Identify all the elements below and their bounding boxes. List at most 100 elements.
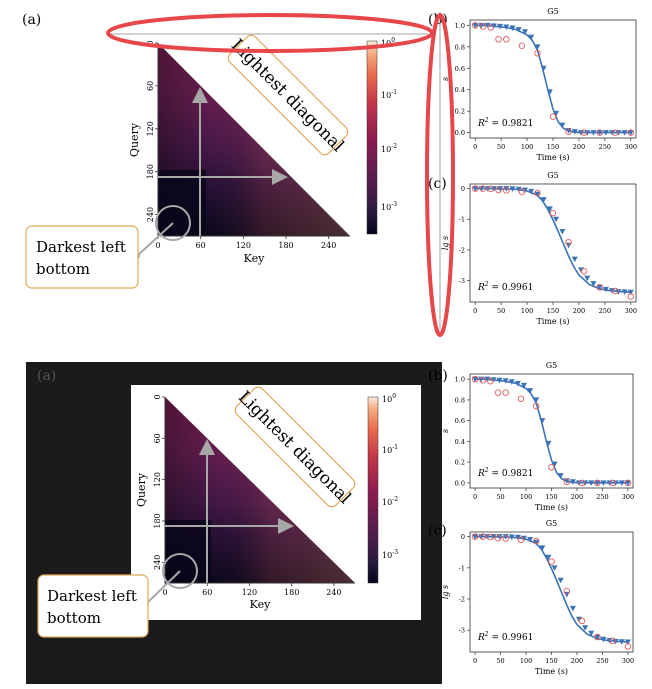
plot-area xyxy=(471,22,635,136)
fit-line xyxy=(475,187,631,293)
measured-marker xyxy=(565,238,572,246)
x-tick-label: 250 xyxy=(596,493,608,501)
measured-marker xyxy=(612,129,619,136)
colorbar xyxy=(367,396,379,584)
measured-marker xyxy=(471,22,479,29)
heatmap-xlabel: Key xyxy=(244,252,265,265)
x-tick-label: 250 xyxy=(599,143,611,151)
y-tick-label: 60 xyxy=(146,81,155,91)
measured-marker xyxy=(549,209,557,217)
plot-ylabel: lg s xyxy=(441,236,450,250)
x-tick-label: 240 xyxy=(326,588,341,597)
y-tick-label: 0.4 xyxy=(455,86,465,94)
predicted-marker xyxy=(509,25,516,32)
heatmap-ylabel: Query xyxy=(128,122,141,157)
colorbar-tick-label: 10-3 xyxy=(382,549,398,560)
y-tick-label: 240 xyxy=(153,555,162,570)
measured-marker xyxy=(548,464,555,471)
colorbar-tick-label: 100 xyxy=(382,393,396,404)
measured-marker xyxy=(487,378,494,385)
plot-ylabel: s xyxy=(441,77,450,81)
predicted-marker xyxy=(618,480,625,486)
measured-marker xyxy=(532,402,540,410)
predicted-marker xyxy=(569,605,576,612)
predicted-marker xyxy=(557,473,564,479)
plot-frame xyxy=(469,19,637,139)
predicted-marker xyxy=(539,418,546,424)
heatmap-darkest-corner xyxy=(158,170,206,236)
x-tick-label: 100 xyxy=(521,307,533,315)
heatmap-bottom: 0 60 120 180 240 0 60 120 180 240 Key Query 100 1… xyxy=(135,393,398,611)
x-tick-label: 0 xyxy=(473,657,477,665)
colorbar xyxy=(366,40,378,235)
predicted-marker xyxy=(584,275,591,282)
predicted-marker xyxy=(520,382,527,389)
predicted-marker xyxy=(527,388,534,394)
x-tick-label: 120 xyxy=(236,241,251,250)
colorbar-tick-label: 10-2 xyxy=(382,496,398,507)
line-plot-c: G5 0 50 100 150 200 250 300 0 -1 -2 -3 Time (s) lg s R… xyxy=(441,171,637,326)
measured-marker xyxy=(503,187,510,194)
measured-marker xyxy=(627,129,635,136)
predicted-marker xyxy=(508,379,515,385)
y-tick-label: -2 xyxy=(459,596,465,604)
line-plot-b: G5 0 50 100 150 200 250 300 0.0 0.2 0.4 0.6 0.8 1.0 Ti… xyxy=(441,7,637,162)
x-tick-label: 250 xyxy=(596,657,608,665)
measured-marker xyxy=(502,535,509,542)
predicted-marker xyxy=(557,577,564,584)
measured-marker xyxy=(479,185,487,192)
colorbar-tick-label: 10-2 xyxy=(381,143,397,154)
predicted-marker xyxy=(478,186,485,192)
panel-label-c: (c) xyxy=(428,176,447,192)
y-tick-label: -1 xyxy=(459,216,465,224)
fit-line xyxy=(475,378,628,484)
colorbar-ticks: 100 10-1 10-2 10-3 xyxy=(382,393,398,560)
measured-marker xyxy=(495,36,502,43)
r2-label: R2 = 0.9821 xyxy=(477,467,533,479)
measured-marker xyxy=(487,24,495,31)
x-tick-label: 200 xyxy=(571,657,583,665)
x-tick-label: 100 xyxy=(520,493,532,501)
panel-label-c-bottom: (c) xyxy=(428,523,447,539)
measured-marker xyxy=(534,50,541,57)
x-tick-label: 180 xyxy=(284,588,299,597)
measured-marker xyxy=(609,479,616,487)
predicted-marker xyxy=(627,289,634,296)
measured-marker xyxy=(494,534,502,542)
plot-xlabel: Time (s) xyxy=(535,667,568,676)
predicted-marker xyxy=(621,289,628,295)
x-tick-label: 50 xyxy=(497,143,505,151)
y-tick-label: 180 xyxy=(153,513,162,528)
top-figure: (a) 0 60 120 180 240 0 60 120 180 240 Key Query 1… xyxy=(22,7,637,337)
predicted-marker xyxy=(515,27,522,33)
measured-marker xyxy=(563,478,571,486)
measured-marker xyxy=(494,389,502,396)
y-tick-label: 1.0 xyxy=(455,22,465,30)
y-tick-label: -2 xyxy=(459,246,465,254)
predicted-marker xyxy=(478,22,485,29)
plot-ylabel: lg s xyxy=(441,585,450,599)
predicted-marker xyxy=(528,34,535,41)
x-tick-label: 180 xyxy=(278,241,293,250)
darkest-callout-line1: Darkest left xyxy=(47,587,137,605)
measured-marker xyxy=(627,293,635,300)
bottom-figure: (a) 0 60 120 180 240 0 60 120 180 240 Key Query 1… xyxy=(26,361,642,684)
x-tick-label: 150 xyxy=(545,657,557,665)
plot-area xyxy=(471,375,632,487)
predicted-marker xyxy=(551,461,558,468)
x-tick-label: 300 xyxy=(625,143,637,151)
measured-marker xyxy=(534,189,541,197)
plot-title: G5 xyxy=(546,519,557,528)
y-tick-label: 60 xyxy=(153,433,162,443)
measured-marker xyxy=(503,36,510,43)
measured-marker xyxy=(471,185,479,192)
colorbar-ticks: 100 10-1 10-2 10-3 xyxy=(381,37,397,212)
predicted-marker xyxy=(546,89,553,95)
x-tick-label: 0 xyxy=(155,241,160,250)
predicted-marker xyxy=(590,130,597,136)
measured-marker xyxy=(471,533,479,540)
colorbar-tick-label: 10-3 xyxy=(381,201,397,212)
darkest-circle xyxy=(155,205,191,241)
predicted-marker xyxy=(478,376,485,383)
measured-marker xyxy=(580,268,588,275)
